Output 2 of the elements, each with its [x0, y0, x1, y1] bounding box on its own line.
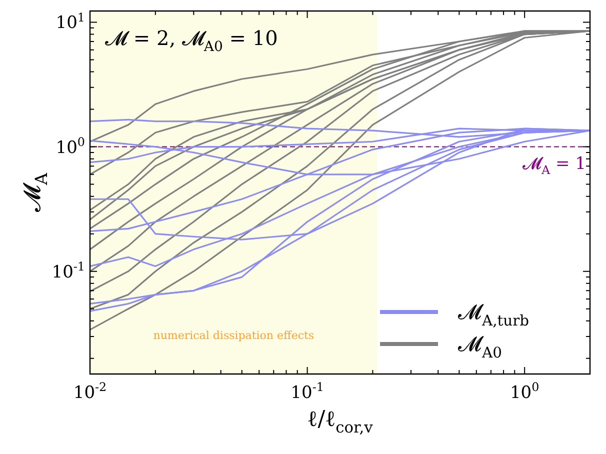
band-label: numerical dissipation effects	[153, 329, 314, 342]
y-axis-title: 𝓜A	[18, 172, 52, 212]
